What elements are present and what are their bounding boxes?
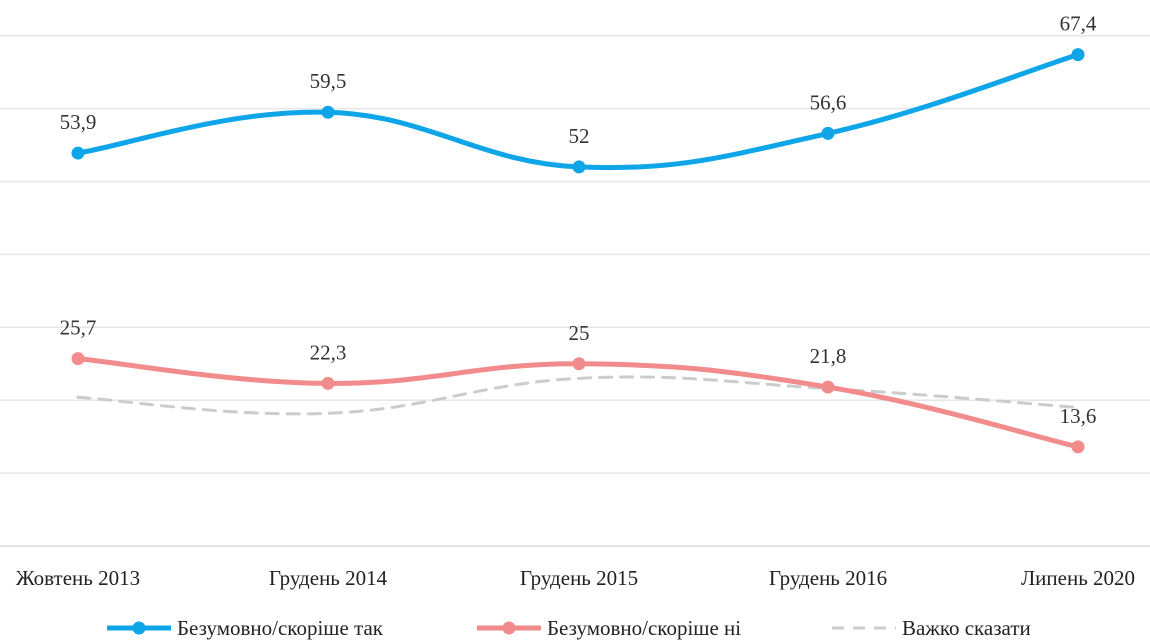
legend-marker	[502, 621, 516, 635]
series-3	[76, 375, 1080, 416]
data-point	[71, 352, 85, 366]
legend: Безумовно/скоріше так Безумовно/скоріше н…	[107, 616, 1031, 640]
gridlines	[0, 34, 1150, 474]
x-axis-ticks: Жовтень 2013 Грудень 2014 Грудень 2015 Груд…	[16, 566, 1135, 590]
data-point	[821, 380, 835, 394]
legend-label: Важко сказати	[902, 616, 1031, 640]
x-tick-label: Грудень 2016	[769, 566, 887, 590]
data-point	[1071, 48, 1085, 62]
data-point	[71, 146, 85, 160]
legend-marker	[132, 621, 146, 635]
data-point	[321, 376, 335, 390]
x-tick-label: Жовтень 2013	[16, 566, 140, 590]
data-label: 52	[569, 124, 590, 148]
legend-label: Безумовно/скоріше так	[177, 616, 384, 640]
x-tick-label: Грудень 2014	[269, 566, 388, 590]
data-label: 59,5	[310, 69, 347, 93]
data-label: 67,4	[1060, 12, 1097, 36]
data-label: 13,6	[1060, 404, 1097, 428]
series-line	[75, 356, 1081, 450]
x-tick-label: Грудень 2015	[520, 566, 638, 590]
data-label: 21,8	[810, 344, 847, 368]
legend-item-1: Безумовно/скоріше так	[107, 616, 384, 640]
series-layer	[71, 48, 1085, 454]
data-point	[821, 126, 835, 140]
legend-item-2: Безумовно/скоріше ні	[477, 616, 741, 640]
data-point	[1071, 440, 1085, 454]
data-point	[572, 357, 586, 371]
series-1	[71, 48, 1085, 174]
legend-label: Безумовно/скоріше ні	[547, 616, 741, 640]
data-label: 53,9	[60, 110, 97, 134]
data-labels: 53,9 59,5 52 56,6 67,4 25,7 22,3 25 21,8 13,6	[60, 12, 1097, 428]
data-label: 25,7	[60, 316, 97, 340]
legend-item-3: Важко сказати	[832, 616, 1031, 640]
data-label: 56,6	[810, 90, 847, 114]
data-point	[572, 160, 586, 174]
series-line	[75, 52, 1081, 171]
data-label: 25	[569, 321, 590, 345]
data-point	[321, 105, 335, 119]
series-2	[71, 352, 1085, 454]
data-label: 22,3	[310, 340, 347, 364]
series-line	[76, 375, 1080, 416]
x-tick-label: Липень 2020	[1021, 566, 1135, 590]
